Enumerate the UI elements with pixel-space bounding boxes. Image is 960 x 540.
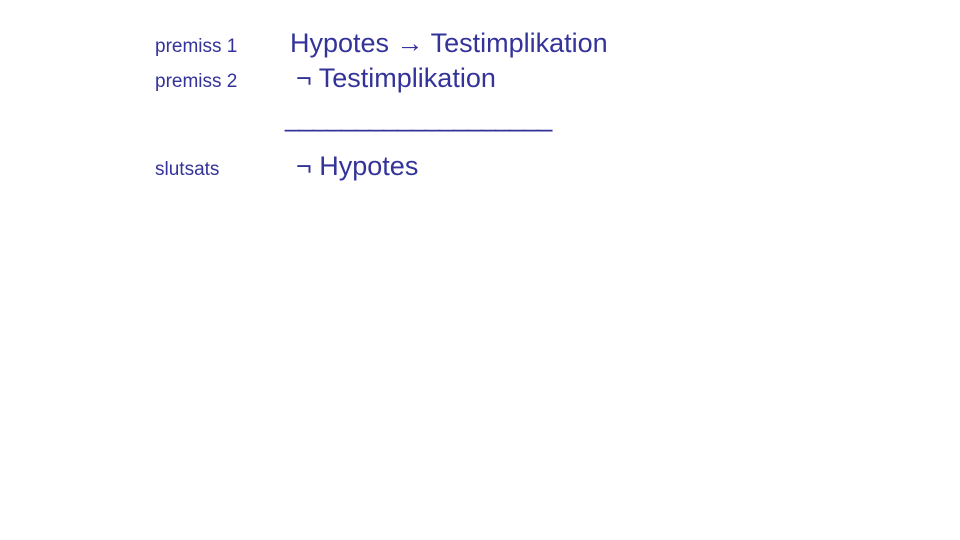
premiss-2-row: premiss 2 ¬ Testimplikation — [155, 63, 608, 94]
premiss-1-row: premiss 1 Hypotes → Testimplikation — [155, 28, 608, 59]
premiss-2-label: premiss 2 — [155, 71, 290, 93]
divider-spacer — [155, 102, 285, 133]
divider-row: ___________________ — [155, 102, 608, 133]
conclusion-row: slutsats ¬ Hypotes — [155, 151, 608, 182]
premiss-2-text: ¬ Testimplikation — [296, 63, 496, 93]
conclusion-content: ¬ Hypotes — [290, 151, 418, 182]
premiss-1-label: premiss 1 — [155, 36, 290, 58]
conclusion-label: slutsats — [155, 159, 290, 181]
premiss-2-content: ¬ Testimplikation — [290, 63, 496, 94]
conclusion-text: ¬ Hypotes — [296, 151, 418, 181]
logical-argument: premiss 1 Hypotes → Testimplikation prem… — [155, 28, 608, 186]
premiss-1-content: Hypotes → Testimplikation — [290, 28, 608, 59]
inference-line: ___________________ — [285, 102, 551, 133]
